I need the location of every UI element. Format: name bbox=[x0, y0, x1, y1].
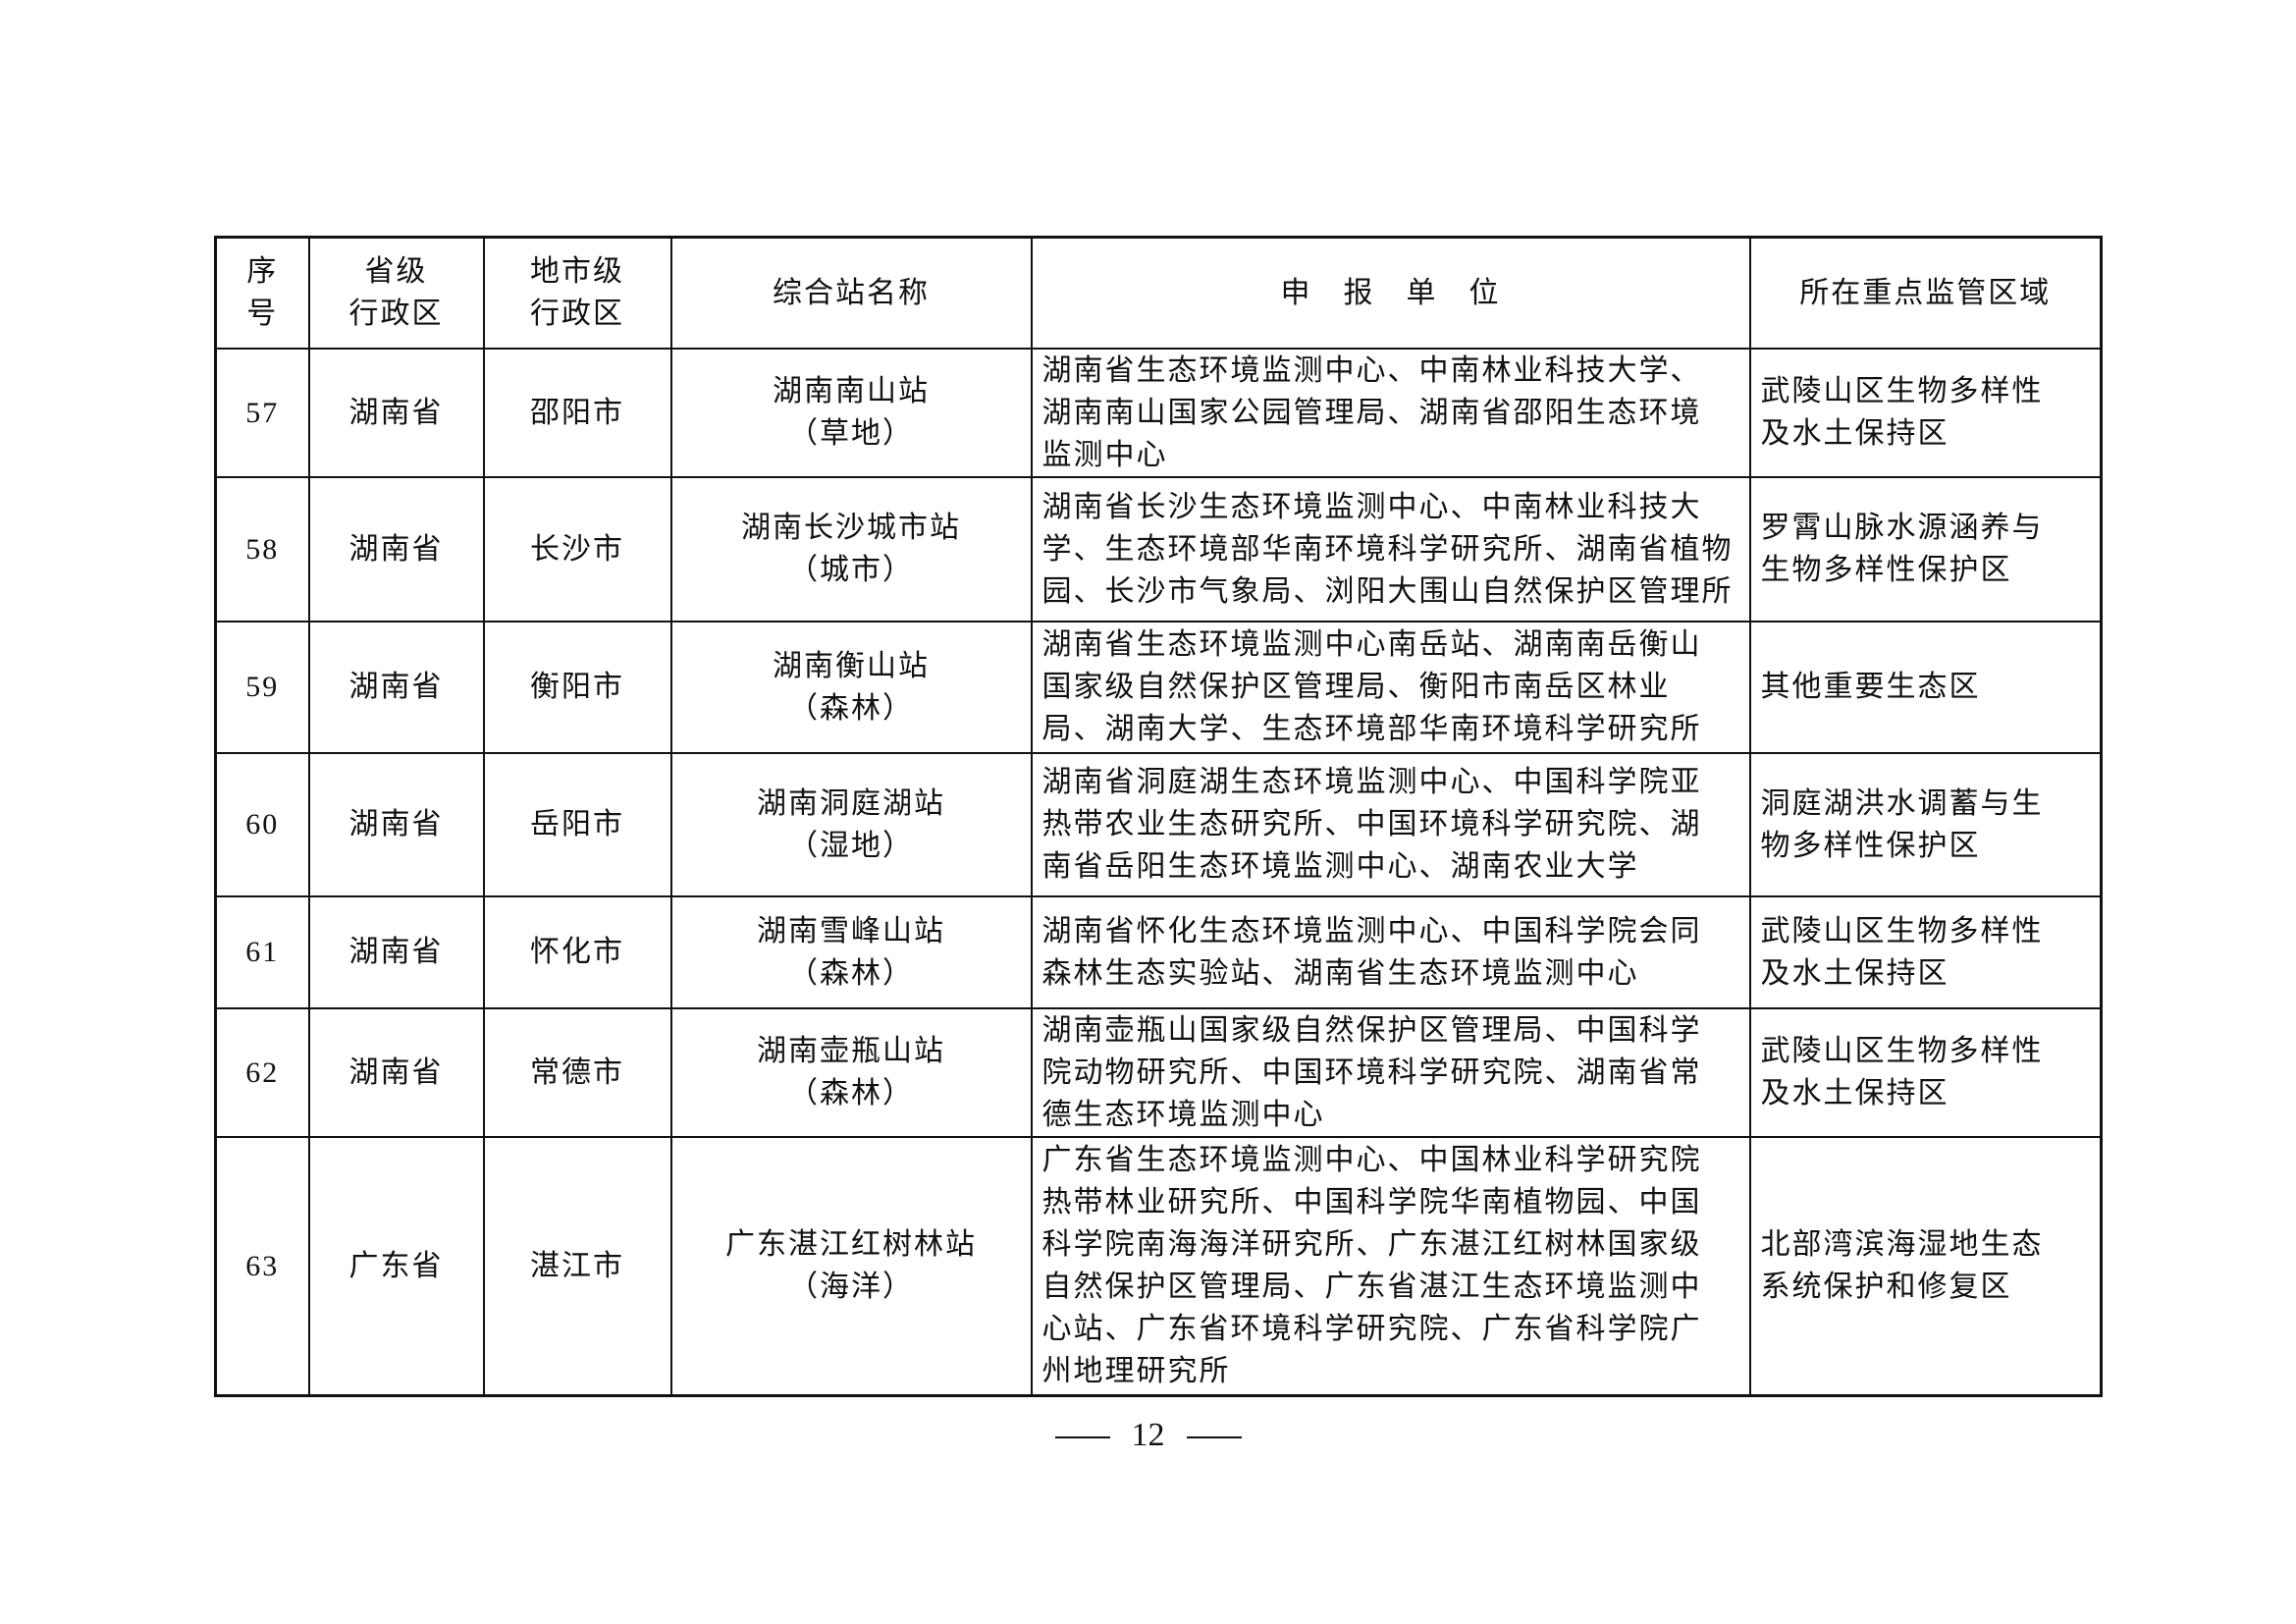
station-name-cell: 广东湛江红树林站 （海洋） bbox=[669, 1135, 1033, 1397]
table-header-row: 序 号 省级 行政区 地市级 行政区 综合站名称 申 报 单 位 所在重点监管区… bbox=[214, 236, 2103, 350]
province-cell: 湖南省 bbox=[307, 347, 485, 478]
city-cell: 常德市 bbox=[482, 1006, 672, 1138]
dash-right bbox=[1186, 1436, 1242, 1439]
header-units: 申 报 单 位 bbox=[1030, 236, 1751, 350]
page-number: 12 bbox=[0, 1416, 2296, 1455]
region-cell: 武陵山区生物多样性 及水土保持区 bbox=[1748, 347, 2103, 478]
reporting-units-cell: 湖南省怀化生态环境监测中心、中国科学院会同 森林生态实验站、湖南省生态环境监测中… bbox=[1030, 894, 1751, 1009]
city-cell: 邵阳市 bbox=[482, 347, 672, 478]
page-number-text: 12 bbox=[1131, 1417, 1165, 1453]
station-name-cell: 湖南南山站 （草地） bbox=[669, 347, 1033, 478]
table-row: 62 湖南省 常德市 湖南壶瓶山站 （森林） 湖南壶瓶山国家级自然保护区管理局、中国科学… bbox=[214, 1006, 2103, 1138]
reporting-units-cell: 湖南壶瓶山国家级自然保护区管理局、中国科学 院动物研究所、中国环境科学研究院、湖… bbox=[1030, 1006, 1751, 1138]
header-province: 省级 行政区 bbox=[307, 236, 485, 350]
reporting-units-cell: 湖南省洞庭湖生态环境监测中心、中国科学院亚 热带农业生态研究所、中国环境科学研究… bbox=[1030, 751, 1751, 897]
dash-left bbox=[1054, 1436, 1110, 1439]
city-cell: 岳阳市 bbox=[482, 751, 672, 897]
station-name-cell: 湖南衡山站 （森林） bbox=[669, 620, 1033, 754]
station-name-cell: 湖南壶瓶山站 （森林） bbox=[669, 1006, 1033, 1138]
province-cell: 广东省 bbox=[307, 1135, 485, 1397]
region-cell: 罗霄山脉水源涵养与 生物多样性保护区 bbox=[1748, 475, 2103, 623]
province-cell: 湖南省 bbox=[307, 475, 485, 623]
row-number: 58 bbox=[214, 475, 310, 623]
header-city: 地市级 行政区 bbox=[482, 236, 672, 350]
reporting-units-cell: 湖南省长沙生态环境监测中心、中南林业科技大 学、生态环境部华南环境科学研究所、湖… bbox=[1030, 475, 1751, 623]
reporting-units-cell: 湖南省生态环境监测中心、中南林业科技大学、 湖南南山国家公园管理局、湖南省邵阳生… bbox=[1030, 347, 1751, 478]
city-cell: 怀化市 bbox=[482, 894, 672, 1009]
province-cell: 湖南省 bbox=[307, 1006, 485, 1138]
row-number: 63 bbox=[214, 1135, 310, 1397]
city-cell: 衡阳市 bbox=[482, 620, 672, 754]
table-row: 59 湖南省 衡阳市 湖南衡山站 （森林） 湖南省生态环境监测中心南岳站、湖南南岳衡山 … bbox=[214, 620, 2103, 754]
header-station: 综合站名称 bbox=[669, 236, 1033, 350]
province-cell: 湖南省 bbox=[307, 894, 485, 1009]
region-cell: 洞庭湖洪水调蓄与生 物多样性保护区 bbox=[1748, 751, 2103, 897]
header-region: 所在重点监管区域 bbox=[1748, 236, 2103, 350]
station-name-cell: 湖南洞庭湖站 （湿地） bbox=[669, 751, 1033, 897]
region-cell: 武陵山区生物多样性 及水土保持区 bbox=[1748, 894, 2103, 1009]
region-cell: 武陵山区生物多样性 及水土保持区 bbox=[1748, 1006, 2103, 1138]
reporting-units-cell: 湖南省生态环境监测中心南岳站、湖南南岳衡山 国家级自然保护区管理局、衡阳市南岳区… bbox=[1030, 620, 1751, 754]
reporting-units-cell: 广东省生态环境监测中心、中国林业科学研究院 热带林业研究所、中国科学院华南植物园… bbox=[1030, 1135, 1751, 1397]
city-cell: 湛江市 bbox=[482, 1135, 672, 1397]
city-cell: 长沙市 bbox=[482, 475, 672, 623]
row-number: 59 bbox=[214, 620, 310, 754]
region-cell: 其他重要生态区 bbox=[1748, 620, 2103, 754]
row-number: 61 bbox=[214, 894, 310, 1009]
table-row: 63 广东省 湛江市 广东湛江红树林站 （海洋） 广东省生态环境监测中心、中国林业科学研… bbox=[214, 1135, 2103, 1397]
row-number: 62 bbox=[214, 1006, 310, 1138]
table-row: 57 湖南省 邵阳市 湖南南山站 （草地） 湖南省生态环境监测中心、中南林业科技大学、 … bbox=[214, 347, 2103, 478]
table-row: 61 湖南省 怀化市 湖南雪峰山站 （森林） 湖南省怀化生态环境监测中心、中国科学院会同… bbox=[214, 894, 2103, 1009]
region-cell: 北部湾滨海湿地生态 系统保护和修复区 bbox=[1748, 1135, 2103, 1397]
province-cell: 湖南省 bbox=[307, 620, 485, 754]
header-no: 序 号 bbox=[214, 236, 310, 350]
station-table: 序 号 省级 行政区 地市级 行政区 综合站名称 申 报 单 位 所在重点监管区… bbox=[214, 236, 2103, 1397]
table-row: 60 湖南省 岳阳市 湖南洞庭湖站 （湿地） 湖南省洞庭湖生态环境监测中心、中国科学院亚… bbox=[214, 751, 2103, 897]
row-number: 60 bbox=[214, 751, 310, 897]
row-number: 57 bbox=[214, 347, 310, 478]
station-name-cell: 湖南雪峰山站 （森林） bbox=[669, 894, 1033, 1009]
province-cell: 湖南省 bbox=[307, 751, 485, 897]
station-name-cell: 湖南长沙城市站 （城市） bbox=[669, 475, 1033, 623]
table-row: 58 湖南省 长沙市 湖南长沙城市站 （城市） 湖南省长沙生态环境监测中心、中南林业科技… bbox=[214, 475, 2103, 623]
